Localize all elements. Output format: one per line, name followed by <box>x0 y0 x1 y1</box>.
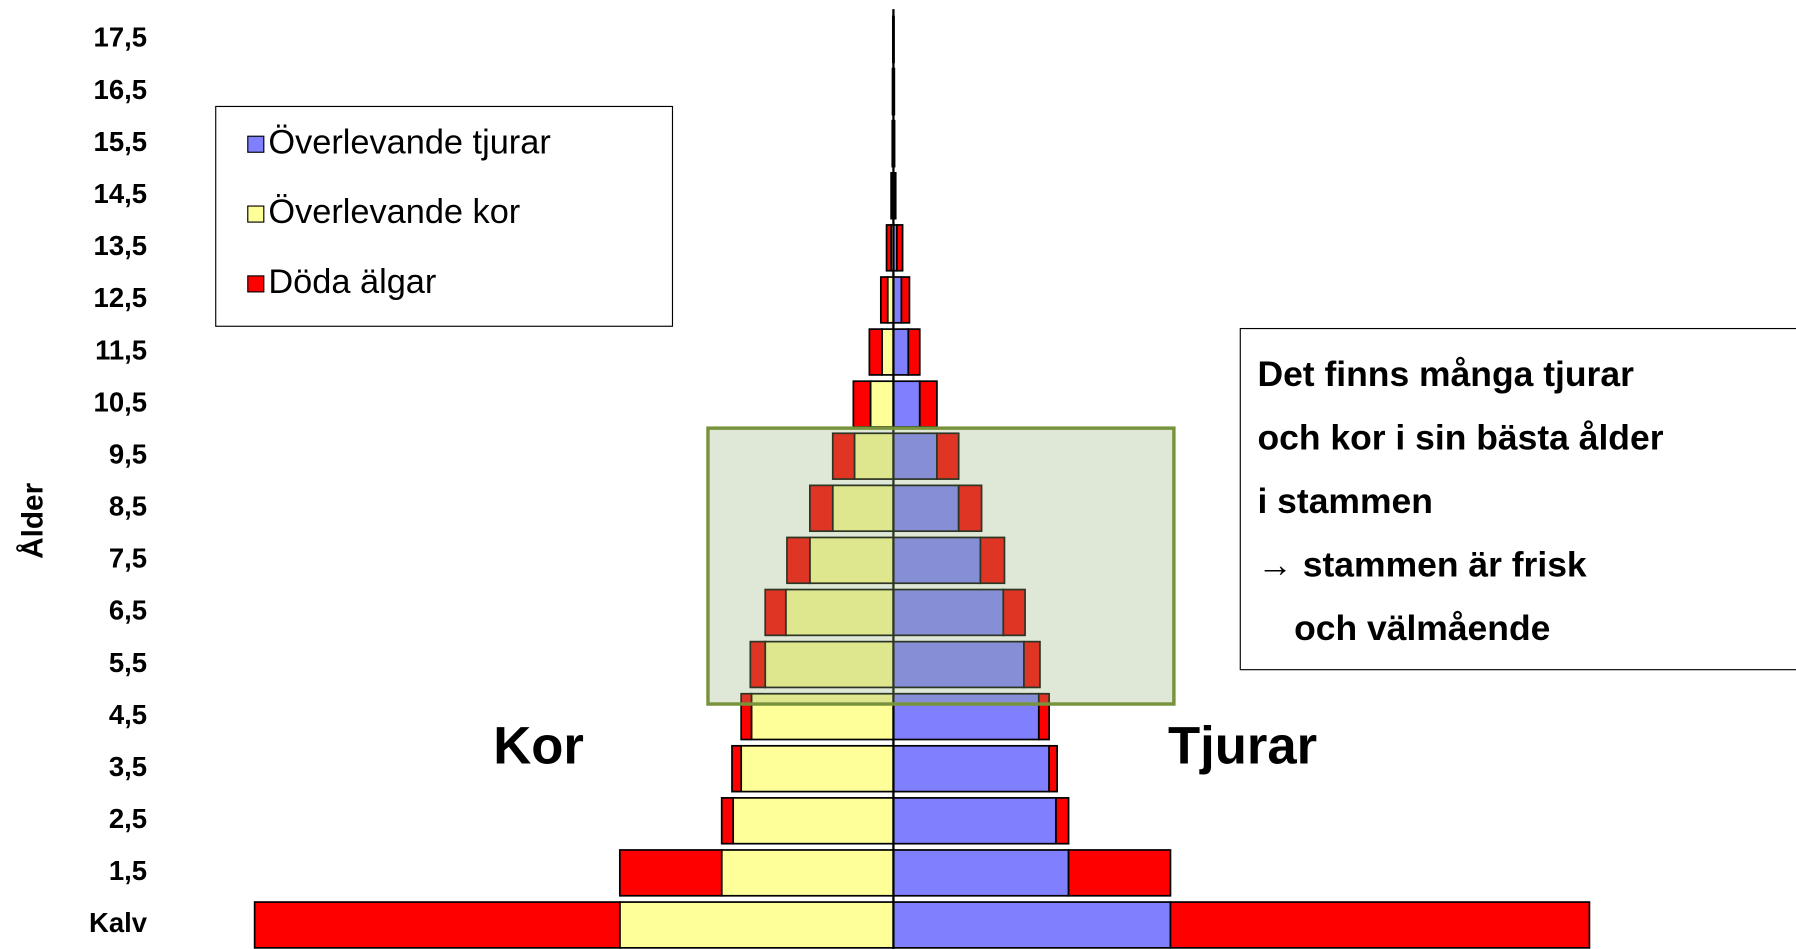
y-tick-label: 8,5 <box>109 491 147 522</box>
bar <box>893 329 908 375</box>
note-line: och kor i sin bästa ålder <box>1257 418 1663 458</box>
bar <box>895 173 896 219</box>
y-tick-label: Kalv <box>89 907 148 938</box>
y-tick-label: 14,5 <box>94 178 147 209</box>
y-tick-label: 11,5 <box>95 334 147 365</box>
note-line: och välmående <box>1294 608 1550 648</box>
y-tick-label: 10,5 <box>94 386 147 417</box>
bar <box>882 329 893 375</box>
bar <box>732 746 741 792</box>
legend-swatch <box>248 276 264 292</box>
bar <box>620 850 722 896</box>
highlight-box <box>708 428 1174 704</box>
bar <box>1069 850 1171 896</box>
y-tick-label: 16,5 <box>94 74 147 105</box>
bar <box>891 173 892 219</box>
bar <box>908 329 919 375</box>
bar <box>733 798 893 844</box>
bar <box>893 798 1056 844</box>
annotation-right: Tjurar <box>1168 717 1317 776</box>
note-line: i stammen <box>1257 481 1432 521</box>
y-tick-label: 3,5 <box>109 751 147 782</box>
bar <box>722 798 733 844</box>
y-tick-label: 9,5 <box>109 438 147 469</box>
bar <box>255 902 620 948</box>
bar <box>869 329 882 375</box>
bar <box>893 850 1068 896</box>
legend-label: Döda älgar <box>268 263 436 301</box>
y-tick-label: 6,5 <box>109 595 147 626</box>
legend-swatch <box>248 206 264 222</box>
note-line: → stammen är frisk <box>1257 545 1586 585</box>
bar <box>722 850 894 896</box>
y-tick-label: 12,5 <box>94 282 147 313</box>
y-tick-label: 7,5 <box>109 543 147 574</box>
annotation-left: Kor <box>493 717 584 776</box>
bar <box>1049 746 1057 792</box>
bar <box>893 746 1049 792</box>
bar <box>620 902 894 948</box>
y-tick-label: 5,5 <box>109 647 147 678</box>
bar <box>893 381 919 427</box>
y-tick-label: 13,5 <box>94 230 147 261</box>
bar <box>853 381 870 427</box>
y-tick-label: 2,5 <box>109 803 147 834</box>
bar <box>741 746 893 792</box>
legend-swatch <box>248 136 264 152</box>
y-tick-label: 4,5 <box>109 699 147 730</box>
bar <box>893 277 901 323</box>
bar <box>893 902 1170 948</box>
y-tick-label: 15,5 <box>94 126 147 157</box>
bar <box>1170 902 1589 948</box>
bar <box>881 277 888 323</box>
bar <box>887 225 892 271</box>
y-axis-label: Ålder <box>17 482 50 558</box>
legend-label: Överlevande kor <box>268 193 520 231</box>
y-tick-label: 1,5 <box>109 855 147 886</box>
legend-label: Överlevande tjurar <box>268 123 550 161</box>
y-tick-label: 17,5 <box>94 22 147 53</box>
chart: Ålder Överlevande tjurar Överlevande kor D… <box>0 0 1796 949</box>
bar <box>901 277 909 323</box>
bar <box>920 381 937 427</box>
bar <box>1056 798 1069 844</box>
note-line: Det finns många tjurar <box>1257 354 1634 394</box>
bar <box>897 225 903 271</box>
bar <box>871 381 894 427</box>
